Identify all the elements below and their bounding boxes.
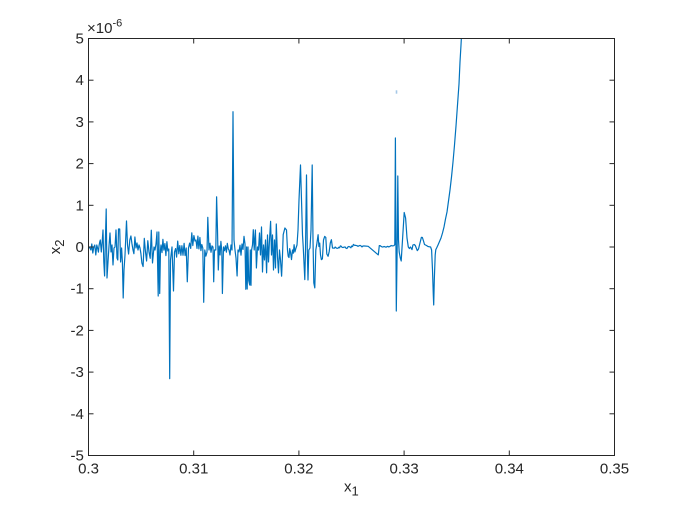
svg-text:-5: -5: [70, 448, 83, 465]
svg-text:0: 0: [75, 239, 83, 256]
svg-text:-2: -2: [70, 322, 83, 339]
svg-text:4: 4: [75, 72, 83, 89]
svg-text:-4: -4: [70, 406, 83, 423]
svg-text:1: 1: [75, 197, 83, 214]
svg-text:0.34: 0.34: [495, 461, 524, 478]
svg-text:0.3: 0.3: [78, 461, 99, 478]
svg-text:-1: -1: [70, 281, 83, 298]
svg-text:0.33: 0.33: [389, 461, 418, 478]
svg-text:x2: x2: [47, 240, 67, 255]
svg-text:0.31: 0.31: [179, 461, 208, 478]
svg-text:3: 3: [75, 114, 83, 131]
svg-text:5: 5: [75, 31, 83, 48]
svg-text:0.32: 0.32: [284, 461, 313, 478]
svg-text:-3: -3: [70, 364, 83, 381]
svg-text:2: 2: [75, 156, 83, 173]
svg-text:0.35: 0.35: [600, 461, 629, 478]
svg-text:x1: x1: [344, 478, 359, 498]
